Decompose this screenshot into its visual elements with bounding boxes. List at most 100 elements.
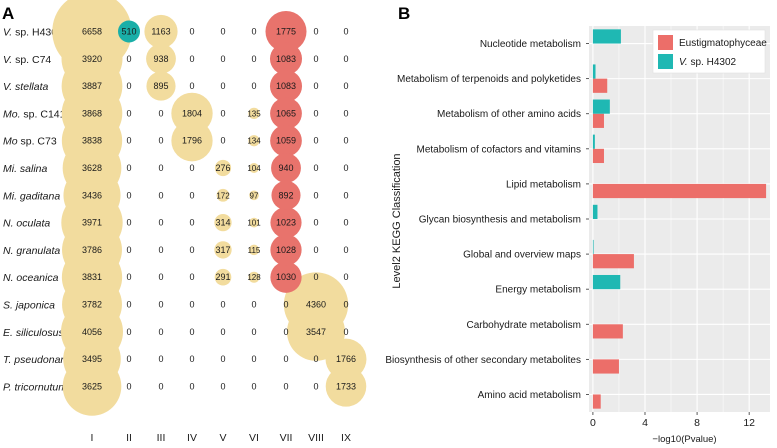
bubble-value: 1023 — [276, 218, 296, 228]
row-label: V. sp. C74 — [3, 54, 51, 66]
bubble — [214, 268, 232, 286]
bubble-value: 0 — [189, 218, 194, 228]
bubble-value: 172 — [216, 191, 230, 200]
bubble-value: 0 — [343, 108, 348, 118]
bubble-value: 0 — [126, 245, 131, 255]
bubble-value: 1796 — [182, 136, 202, 146]
row-label: Mo. sp. C141 — [3, 108, 66, 120]
column-label: VIII — [308, 432, 324, 444]
bubble-value: 0 — [189, 381, 194, 391]
bubble — [62, 219, 122, 280]
bubble-value: 0 — [283, 327, 288, 337]
bubble-value: 510 — [121, 27, 136, 37]
row-label-genus: Mo — [3, 136, 18, 148]
bubble-value: 1733 — [336, 381, 356, 391]
bubble-value: 0 — [189, 354, 194, 364]
panel-a-label: A — [2, 4, 14, 23]
legend-swatch — [658, 54, 673, 69]
bubble-value: 0 — [343, 245, 348, 255]
panel-b-label: B — [398, 4, 410, 23]
bubble-value: 0 — [343, 54, 348, 64]
row-label: T. pseudonana — [3, 354, 72, 366]
column-label: III — [157, 432, 166, 444]
bubble — [270, 261, 302, 293]
bubble-value: 0 — [220, 300, 225, 310]
bubble-value: 0 — [126, 272, 131, 282]
bubble-value: 1083 — [276, 54, 296, 64]
bubble-value: 0 — [126, 381, 131, 391]
bubble — [214, 241, 232, 259]
bubble-value: 0 — [343, 190, 348, 200]
row-label-species: sp. C73 — [18, 136, 57, 148]
bar — [592, 394, 601, 409]
bubble-value: 0 — [313, 108, 318, 118]
bubble-value: 1083 — [276, 81, 296, 91]
bubble-value: 3920 — [82, 54, 102, 64]
column-label: IX — [341, 432, 351, 444]
category-label: Lipid metabolism — [506, 179, 581, 190]
row-label: V. sp. H4302 — [3, 27, 63, 39]
bubble-value: 0 — [220, 54, 225, 64]
bubble-value: 0 — [189, 81, 194, 91]
bar — [592, 148, 604, 164]
bubble — [214, 213, 232, 232]
y-axis-title: Level2 KEGG Classification — [391, 153, 403, 288]
bubble — [325, 366, 367, 407]
category-label: Metabolism of other amino acids — [437, 109, 581, 120]
bubble — [118, 20, 140, 43]
bubble-value: 0 — [283, 300, 288, 310]
bubble-value: 0 — [189, 190, 194, 200]
bubble-value: 1059 — [276, 136, 296, 146]
row-label: P. tricornutum — [3, 381, 67, 393]
bubble-value: 3971 — [82, 218, 102, 228]
bubble-value: 0 — [126, 163, 131, 173]
row-label: Mo sp. C73 — [3, 136, 57, 148]
bubble-value: 0 — [126, 354, 131, 364]
column-label: VII — [280, 432, 293, 444]
bubble-value: 0 — [313, 190, 318, 200]
panel-b-bar-chart: Nucleotide metabolism Metabolism of terpe… — [385, 26, 770, 445]
category-label: Biosynthesis of other secondary metaboli… — [385, 355, 581, 366]
row-label-species: sp. C141 — [21, 108, 66, 120]
bubble-value: 134 — [247, 137, 261, 146]
bubble-value: 0 — [158, 163, 163, 173]
bubble-value: 0 — [251, 354, 256, 364]
bubble-value: 0 — [251, 81, 256, 91]
bubble — [248, 107, 260, 120]
bubble-value: 0 — [189, 163, 194, 173]
bubble-value: 1065 — [276, 108, 296, 118]
bubble-value: 0 — [126, 300, 131, 310]
bubble — [171, 120, 213, 162]
bubble-value: 0 — [158, 108, 163, 118]
bubble-value: 0 — [313, 136, 318, 146]
bubble-value: 938 — [153, 54, 168, 64]
bubble-value: 0 — [343, 218, 348, 228]
x-tick-label: 8 — [694, 417, 700, 429]
bubble-value: 0 — [283, 381, 288, 391]
bar — [592, 99, 610, 114]
x-tick-label: 0 — [590, 417, 596, 429]
row-label: N. oceanica — [3, 272, 59, 284]
bar — [592, 29, 621, 44]
bubble-value: 3547 — [306, 327, 326, 337]
bubble-value: 1775 — [276, 27, 296, 37]
row-label-species: sp. H4302 — [12, 27, 63, 39]
bubble-value: 0 — [126, 54, 131, 64]
bubble-value: 0 — [313, 245, 318, 255]
bar — [592, 113, 604, 128]
bubble-value: 314 — [215, 218, 230, 228]
bar — [592, 78, 608, 93]
bubble-value: 3628 — [82, 163, 102, 173]
legend-label-genus: V. — [679, 57, 688, 68]
bubble-value: 0 — [313, 81, 318, 91]
bubble — [269, 42, 303, 75]
bubble — [146, 71, 176, 101]
bubble — [270, 97, 302, 130]
bubble-value: 0 — [343, 327, 348, 337]
bubble-value: 3436 — [82, 190, 102, 200]
bubble — [63, 330, 121, 388]
bubble-value: 0 — [220, 81, 225, 91]
bubble-value: 0 — [126, 190, 131, 200]
bubble — [271, 180, 301, 210]
